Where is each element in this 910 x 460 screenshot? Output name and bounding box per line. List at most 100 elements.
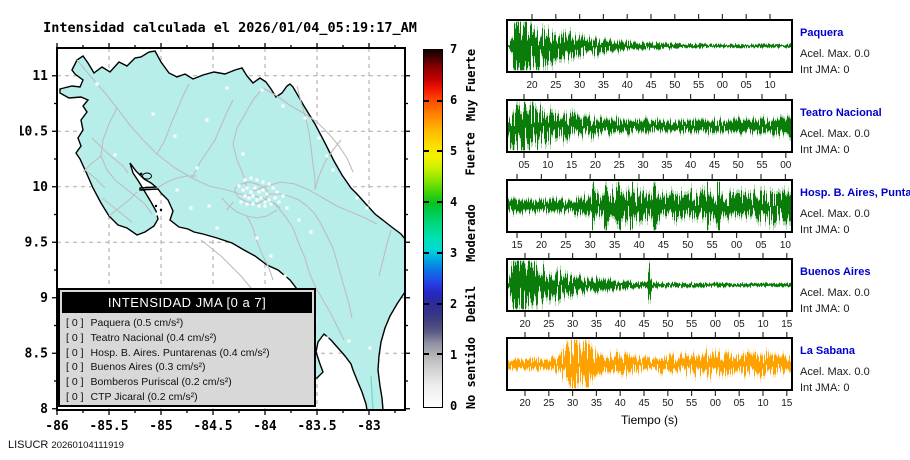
station-name: Hosp. B. Aires, Puntarenas [800, 187, 910, 199]
time-tick-label: 35 [590, 398, 602, 409]
colorbar-tick-label: 7 [450, 42, 458, 56]
colorbar-tick [424, 353, 429, 356]
legend-entry-label: Paquera (0.5 cm/s²) [90, 317, 184, 329]
time-tick-label: 45 [638, 398, 650, 409]
small-island-dot [139, 172, 143, 176]
legend-entry-value: [ 0 ] [66, 390, 84, 403]
footer-agency: LISUCR [8, 439, 49, 451]
legend-entry-value: [ 0 ] [66, 376, 84, 389]
colorbar-tick [424, 150, 429, 153]
map-y-tick-label: 11 [32, 69, 48, 84]
time-axis-ticks [524, 253, 788, 258]
time-tick-label: 30 [584, 240, 596, 251]
colorbar-category-label: Muy Fuerte [446, 30, 496, 140]
legend-entry-label: Bomberos Puriscal (0.2 cm/s²) [90, 376, 232, 389]
time-tick-label: 30 [637, 160, 649, 171]
footer-stamp: LISUCR 20260104111919 [8, 439, 124, 451]
time-tick-label: 45 [657, 240, 669, 251]
station-acel-max: Acel. Max. 0.0 [800, 128, 870, 140]
legend-entry: [ 0 ] Teatro Nacional (0.4 cm/s²) [66, 331, 308, 346]
colorbar-tick [424, 251, 429, 254]
waveform-trace [508, 181, 791, 231]
time-tick-label: 50 [682, 240, 694, 251]
time-tick-label: 00 [709, 398, 721, 409]
time-tick-label: 35 [597, 80, 609, 91]
colorbar-tick [424, 99, 429, 102]
time-tick-label: 45 [638, 319, 650, 330]
colorbar-tick [437, 99, 442, 102]
waveform-plot [508, 260, 791, 310]
colorbar-tick [424, 302, 429, 305]
map-x-tick-label: -85 [149, 419, 172, 434]
time-axis-ticks [523, 153, 787, 158]
time-tick-label: 40 [685, 160, 697, 171]
time-tick-label: 15 [781, 319, 793, 330]
station-acel-max: Acel. Max. 0.0 [800, 208, 870, 220]
map-y-tick-label: 9 [40, 291, 48, 306]
map-title: Intensidad calculada el 2026/01/04_05:19… [43, 20, 417, 36]
time-axis-ticks [524, 332, 788, 337]
waveform-plot [508, 21, 791, 71]
time-tick-label: 05 [733, 319, 745, 330]
time-tick-label: 15 [566, 160, 578, 171]
legend-entry-value: [ 0 ] [66, 317, 84, 329]
map-x-tick-label: -85.5 [89, 419, 128, 434]
time-tick-label: 20 [589, 160, 601, 171]
time-tick-label: 45 [708, 160, 720, 171]
time-tick-label: 20 [526, 80, 538, 91]
map-frame [56, 47, 406, 411]
map-y-tick-label: 10.5 [20, 124, 48, 139]
time-axis-ticks [524, 391, 788, 396]
time-tick-label: 30 [567, 319, 579, 330]
intensity-legend: INTENSIDAD JMA [0 a 7] [ 0 ] Paquera (0.5… [58, 288, 316, 407]
time-tick-label: 35 [661, 160, 673, 171]
map-x-tick-label: -84.5 [193, 419, 232, 434]
station-name: Buenos Aires [800, 266, 871, 278]
map-x-tick-label: -83.5 [297, 419, 336, 434]
waveform-trace [508, 101, 791, 151]
time-tick-label: 50 [662, 398, 674, 409]
station-name: Teatro Nacional [800, 107, 882, 119]
time-tick-label: 05 [733, 398, 745, 409]
station-acel-max: Acel. Max. 0.0 [800, 287, 870, 299]
waveform-trace [508, 339, 791, 389]
map-x-tick-label: -86 [45, 419, 69, 434]
time-axis-ticks [531, 14, 771, 19]
colorbar-tick-label: 1 [450, 348, 458, 362]
map-x-tick-label: -83 [357, 419, 380, 434]
legend-entry: [ 0 ] Buenos Aires (0.3 cm/s²) [66, 360, 308, 375]
station-int-jma: Int JMA: 0 [800, 224, 850, 236]
time-tick-label: 00 [716, 80, 728, 91]
map-axis-ticks [52, 43, 410, 415]
waveform-trace [508, 21, 791, 71]
time-tick-label: 15 [511, 240, 523, 251]
station-name: Paquera [800, 27, 844, 39]
waveform-plot [508, 339, 791, 389]
station-int-jma: Int JMA: 0 [800, 64, 850, 76]
map-y-tick-label: 8 [40, 402, 48, 417]
seismogram-panel [506, 258, 793, 312]
time-tick-label: 40 [614, 398, 626, 409]
time-tick-label: 25 [543, 319, 555, 330]
legend-entry-value: [ 0 ] [66, 361, 84, 374]
seismogram-panel [506, 337, 793, 391]
legend-entry-value: [ 0 ] [66, 346, 84, 359]
colorbar-category-text: Moderado [464, 203, 479, 262]
colorbar-category-text: Muy Fuerte [464, 48, 478, 121]
time-tick-label: 45 [645, 80, 657, 91]
time-tick-label: 15 [781, 398, 793, 409]
time-tick-label: 20 [535, 240, 547, 251]
time-tick-label: 55 [686, 398, 698, 409]
legend-entry-label: Buenos Aires (0.3 cm/s²) [90, 361, 206, 374]
colorbar-tick-label: 5 [450, 144, 458, 158]
colorbar-tick-label: 3 [450, 246, 458, 260]
colorbar-tick [437, 353, 442, 356]
time-tick-label: 50 [669, 80, 681, 91]
time-tick-label: 40 [621, 80, 633, 91]
time-tick-label: 10 [757, 398, 769, 409]
time-tick-label: 00 [731, 240, 743, 251]
time-axis-ticks [516, 233, 786, 238]
time-tick-label: 55 [686, 319, 698, 330]
river-line [370, 375, 374, 410]
